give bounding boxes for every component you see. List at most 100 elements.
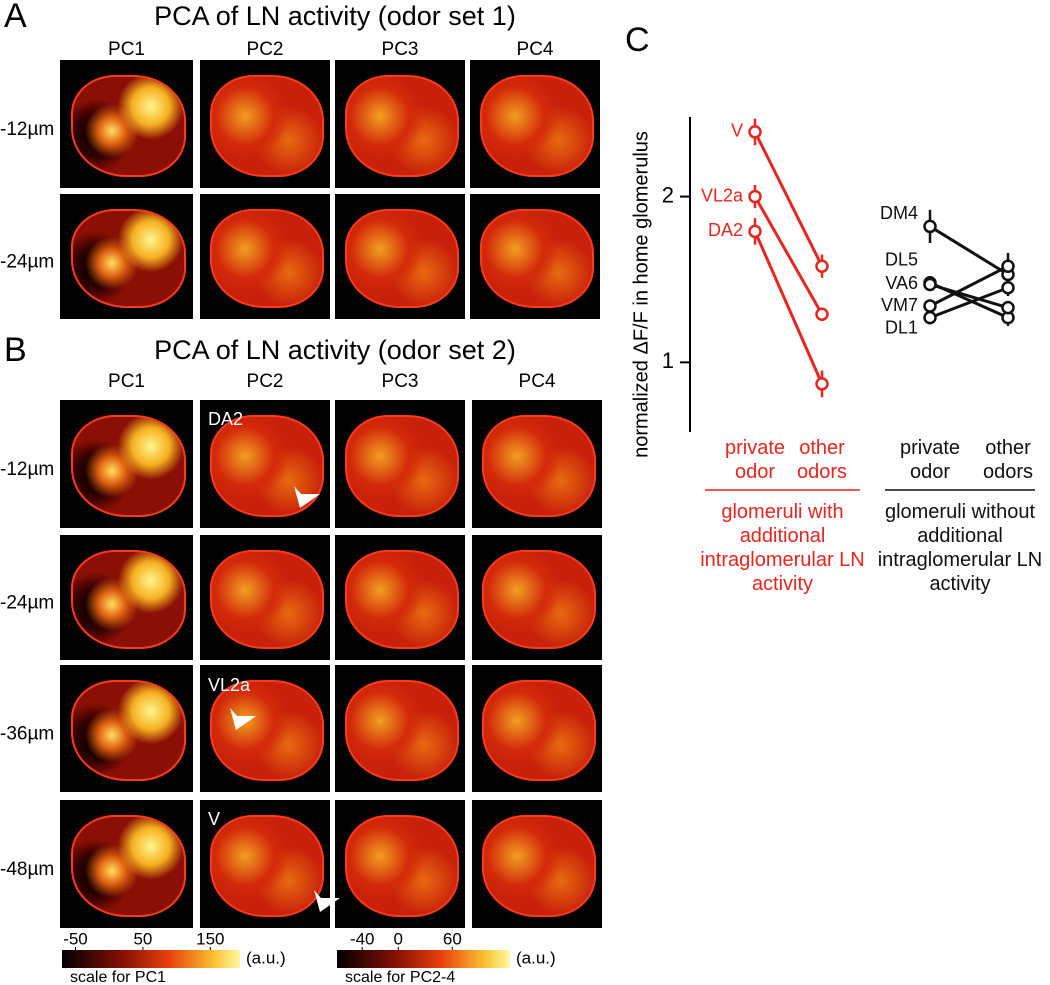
- series-label: DL5: [885, 250, 918, 270]
- glomerulus-image: [480, 209, 594, 308]
- series-label: VL2a: [701, 185, 744, 205]
- slope-line: [929, 286, 1009, 320]
- glomerulus-image: [70, 550, 187, 649]
- heatmap-tile: [200, 60, 330, 188]
- y-axis-label: normalized ΔF/F in home glomerulus: [630, 131, 652, 458]
- colorbar-tick-label: 60: [443, 929, 462, 948]
- heatmap-tile: [472, 665, 602, 792]
- colorbar-unit: (a.u.): [516, 948, 556, 967]
- slope-line: [753, 195, 824, 316]
- heatmap-tile: [335, 665, 465, 792]
- point: [1001, 259, 1015, 273]
- inset-label: V: [208, 809, 220, 829]
- row-label: -48µm: [0, 859, 54, 880]
- glomerulus-image: [482, 550, 596, 649]
- glomerulus-image: [345, 680, 459, 781]
- heatmap-tile: [335, 535, 465, 660]
- row-label: -12µm: [0, 119, 54, 140]
- heatmap-tile: [335, 800, 465, 928]
- colorbar-tick-label: 50: [133, 929, 152, 948]
- glomerulus-image: [345, 550, 459, 649]
- heatmap-tile: [60, 400, 193, 528]
- panel-title: PCA of LN activity (odor set 2): [154, 335, 516, 365]
- column-label: PC3: [382, 371, 419, 392]
- point: [815, 259, 829, 273]
- column-label: PC3: [382, 39, 419, 60]
- slope-line: [929, 264, 1009, 308]
- glomerulus-image: [482, 415, 596, 517]
- panel-label: A: [4, 0, 27, 35]
- column-label: PC4: [517, 39, 554, 60]
- glomerulus-image: [210, 415, 324, 517]
- colorbar: [337, 950, 510, 968]
- colorbar-tick-label: -50: [63, 929, 88, 948]
- point: [923, 310, 937, 325]
- arrowhead: [294, 486, 320, 508]
- category-label: other odors: [982, 437, 1034, 483]
- glomerulus-image: [70, 209, 187, 308]
- heatmap-tile: [472, 800, 602, 928]
- series-label: VA6: [885, 273, 918, 293]
- point: [923, 219, 937, 234]
- heatmap-tile: [60, 535, 193, 660]
- colorbar-label: scale for PC1: [70, 969, 166, 985]
- series-label: DL1: [885, 317, 918, 337]
- colorbar-tick-label: 150: [196, 929, 224, 948]
- point: [748, 125, 762, 139]
- row-label: -24µm: [0, 252, 54, 273]
- column-label: PC1: [108, 371, 145, 392]
- colorbar-label: scale for PC2-4: [345, 969, 455, 985]
- inset-label: VL2a: [208, 675, 251, 695]
- point: [923, 277, 937, 292]
- slope-line: [753, 131, 824, 267]
- heatmap-tile: [200, 800, 330, 928]
- point: [748, 189, 762, 204]
- heatmap-tile: [200, 194, 330, 319]
- glomerulus-image: [210, 550, 324, 649]
- group-label: glomeruli without additional intraglomer…: [877, 501, 1043, 595]
- glomerulus-image: [480, 75, 594, 177]
- row-label: -12µm: [0, 459, 54, 480]
- colorbar-unit: (a.u.): [246, 948, 286, 967]
- heatmap-tile: [60, 800, 193, 928]
- column-label: PC4: [519, 371, 556, 392]
- point: [815, 307, 829, 322]
- group-label: glomeruli with additional intraglomerula…: [700, 501, 865, 595]
- column-label: PC2: [247, 371, 284, 392]
- slope-line: [929, 225, 1009, 276]
- glomerulus-image: [70, 815, 187, 917]
- category-label: private odor: [724, 437, 786, 483]
- glomerulus-image: [345, 75, 459, 177]
- heatmap-tile: [335, 194, 465, 319]
- glomerulus-image: [345, 415, 459, 517]
- series-label: V: [731, 121, 743, 141]
- glomerulus-image: [70, 415, 187, 517]
- heatmap-tile: [472, 400, 602, 528]
- category-label: private odor: [899, 437, 961, 483]
- heatmap-tile: [472, 535, 602, 660]
- column-label: PC1: [108, 39, 145, 60]
- y-tick-label: 2: [662, 182, 674, 207]
- heatmap-tile: [335, 400, 465, 528]
- point: [1001, 281, 1015, 295]
- glomerulus-image: [210, 815, 324, 917]
- heatmap-tile: [60, 194, 193, 319]
- series-label: VM7: [881, 295, 918, 315]
- heatmap-tile: [60, 60, 193, 188]
- glomerulus-image: [70, 75, 187, 177]
- category-label: other odors: [796, 437, 848, 483]
- arrowhead: [230, 708, 256, 730]
- panel-label: B: [4, 331, 27, 369]
- heatmap-tile: [470, 194, 600, 319]
- y-tick-label: 1: [662, 348, 674, 373]
- glomerulus-image: [345, 209, 459, 308]
- glomerulus-image: [482, 815, 596, 917]
- row-label: -36µm: [0, 724, 54, 745]
- series-label: DM4: [880, 203, 918, 223]
- series-label: DA2: [708, 220, 743, 240]
- heatmap-tile: [200, 400, 330, 528]
- panel-title: PCA of LN activity (odor set 1): [154, 1, 516, 31]
- heatmap-tile: [470, 60, 600, 188]
